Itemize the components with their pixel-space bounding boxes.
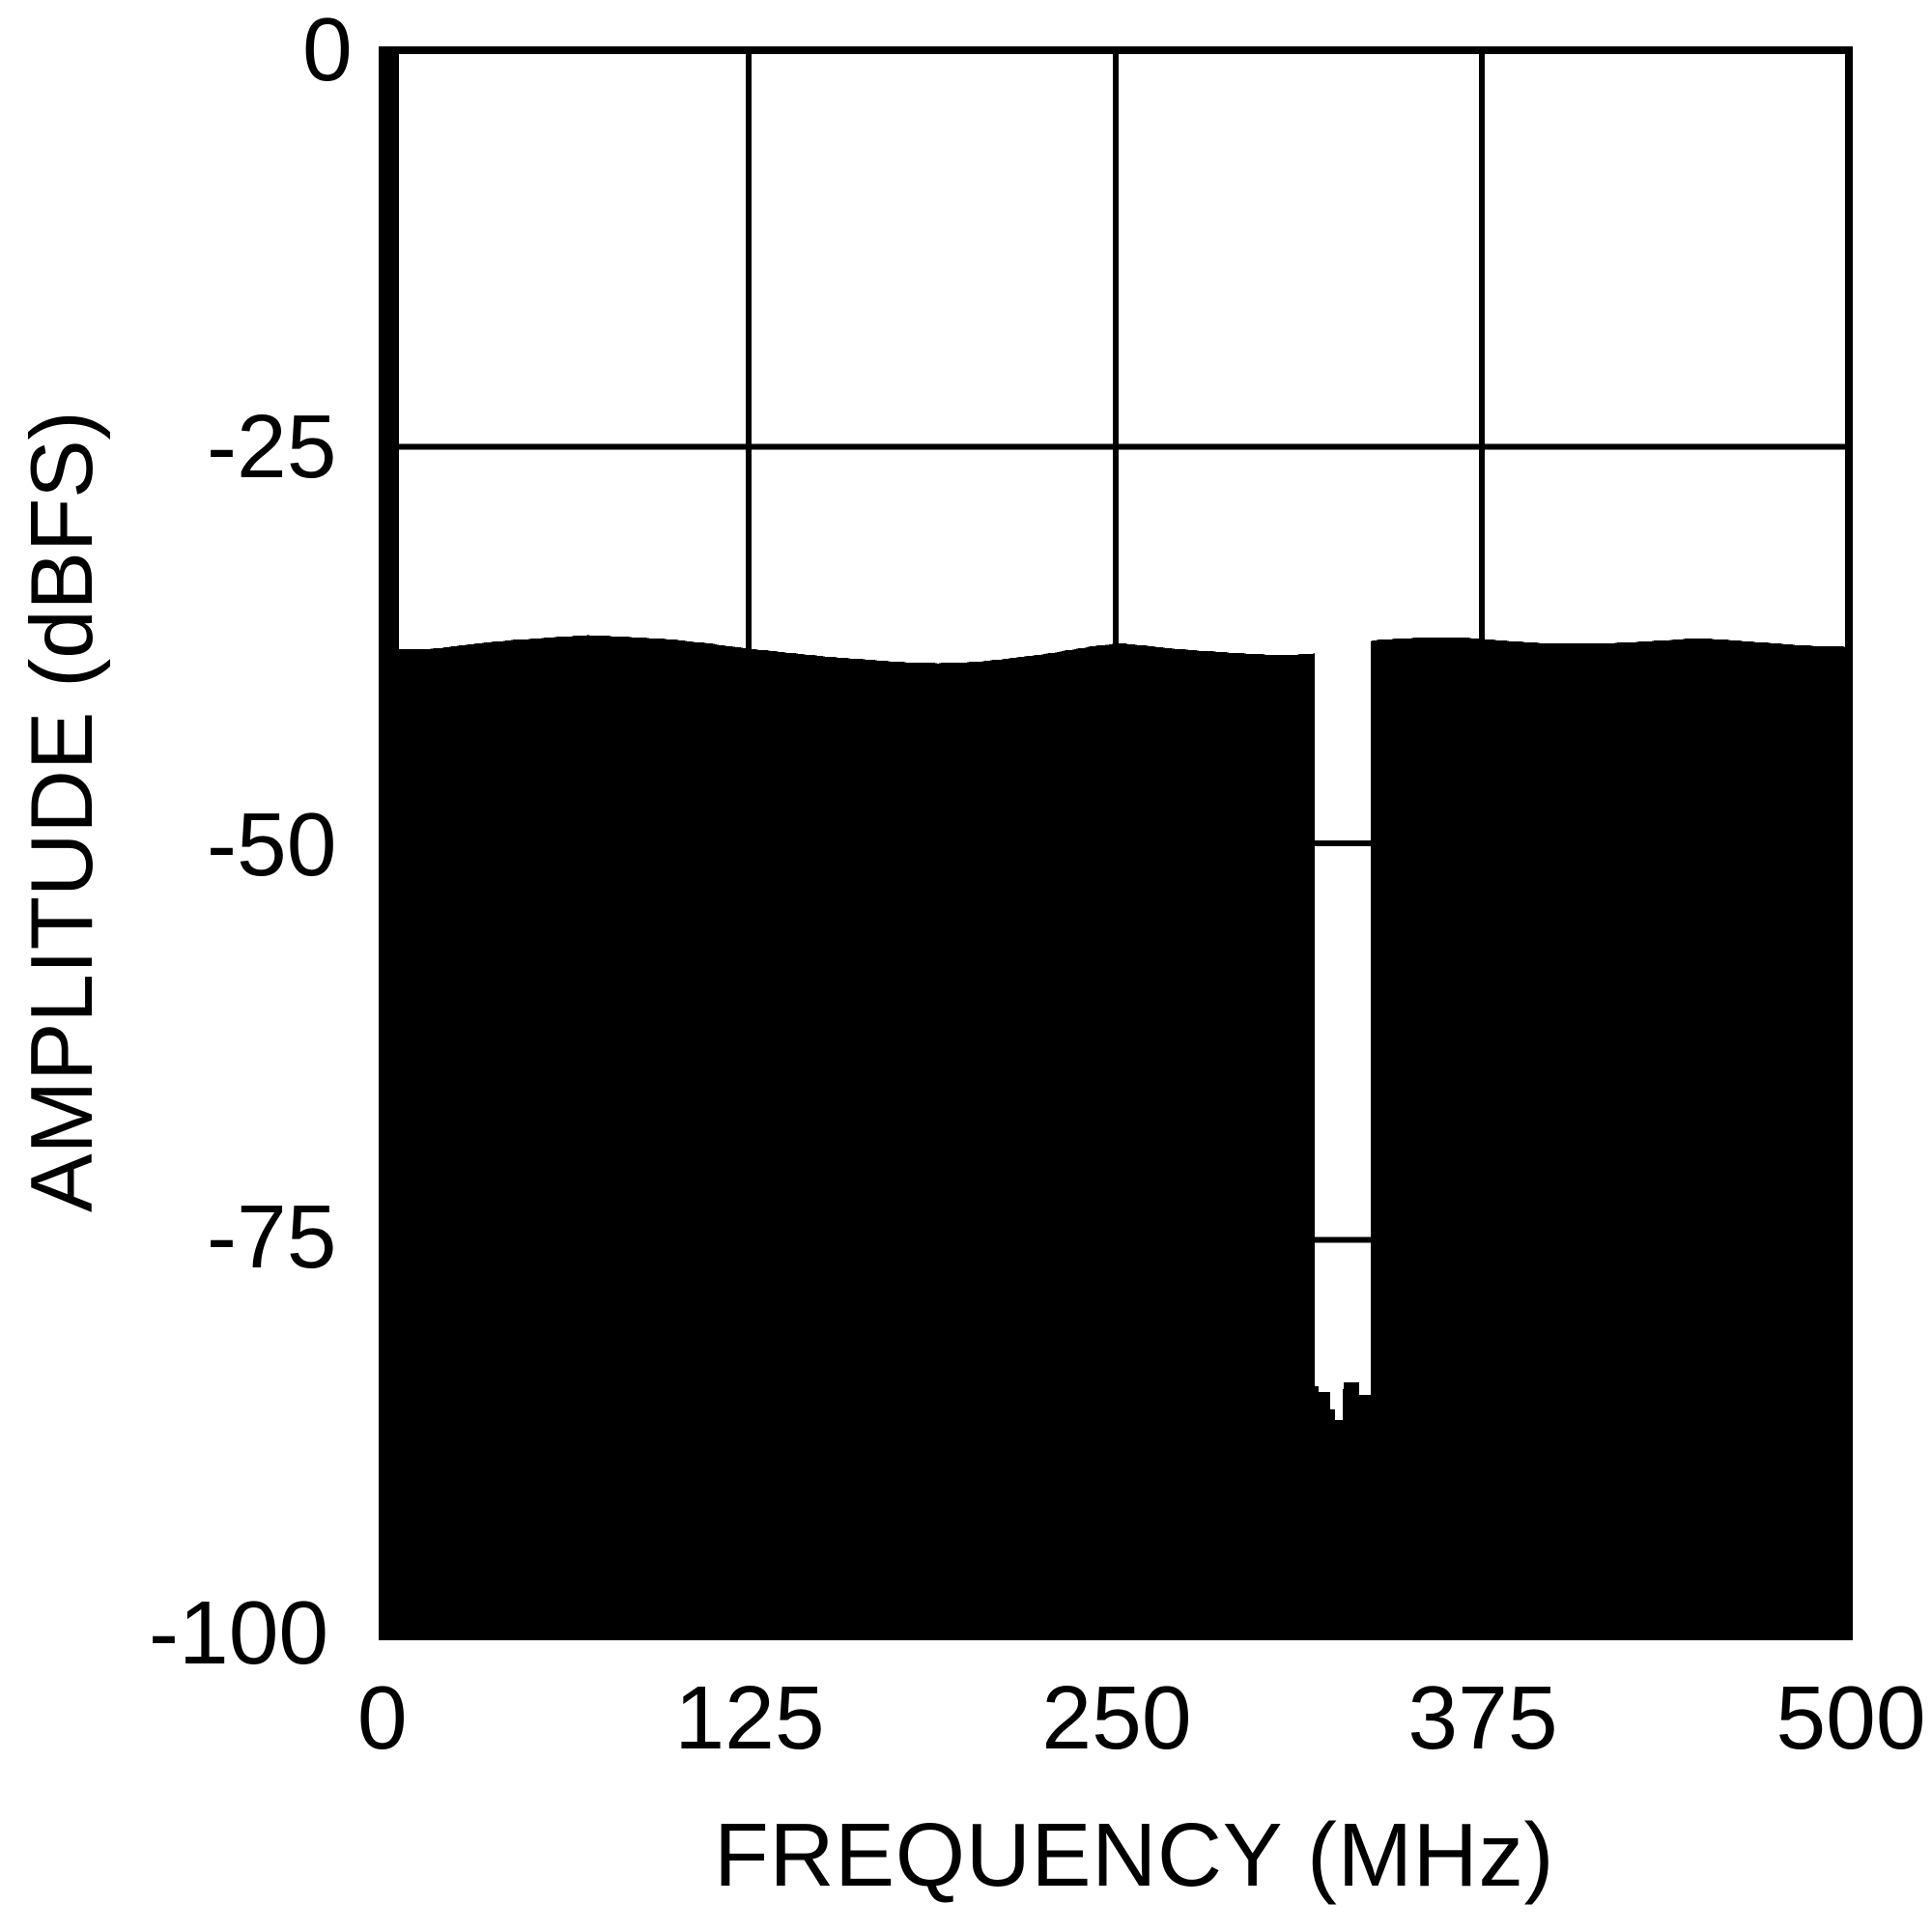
svg-text:FREQUENCY (MHz): FREQUENCY (MHz) [714,1804,1554,1905]
svg-text:-25: -25 [207,396,336,497]
svg-text:125: 125 [674,1667,824,1768]
svg-text:0: 0 [357,1667,408,1768]
svg-text:-50: -50 [207,794,336,895]
svg-text:-100: -100 [149,1582,328,1683]
svg-text:375: 375 [1407,1667,1557,1768]
svg-text:-75: -75 [207,1186,336,1287]
svg-text:250: 250 [1041,1667,1191,1768]
svg-text:500: 500 [1776,1667,1925,1768]
svg-text:AMPLITUDE (dBFS): AMPLITUDE (dBFS) [14,412,111,1213]
svg-text:0: 0 [302,0,353,99]
